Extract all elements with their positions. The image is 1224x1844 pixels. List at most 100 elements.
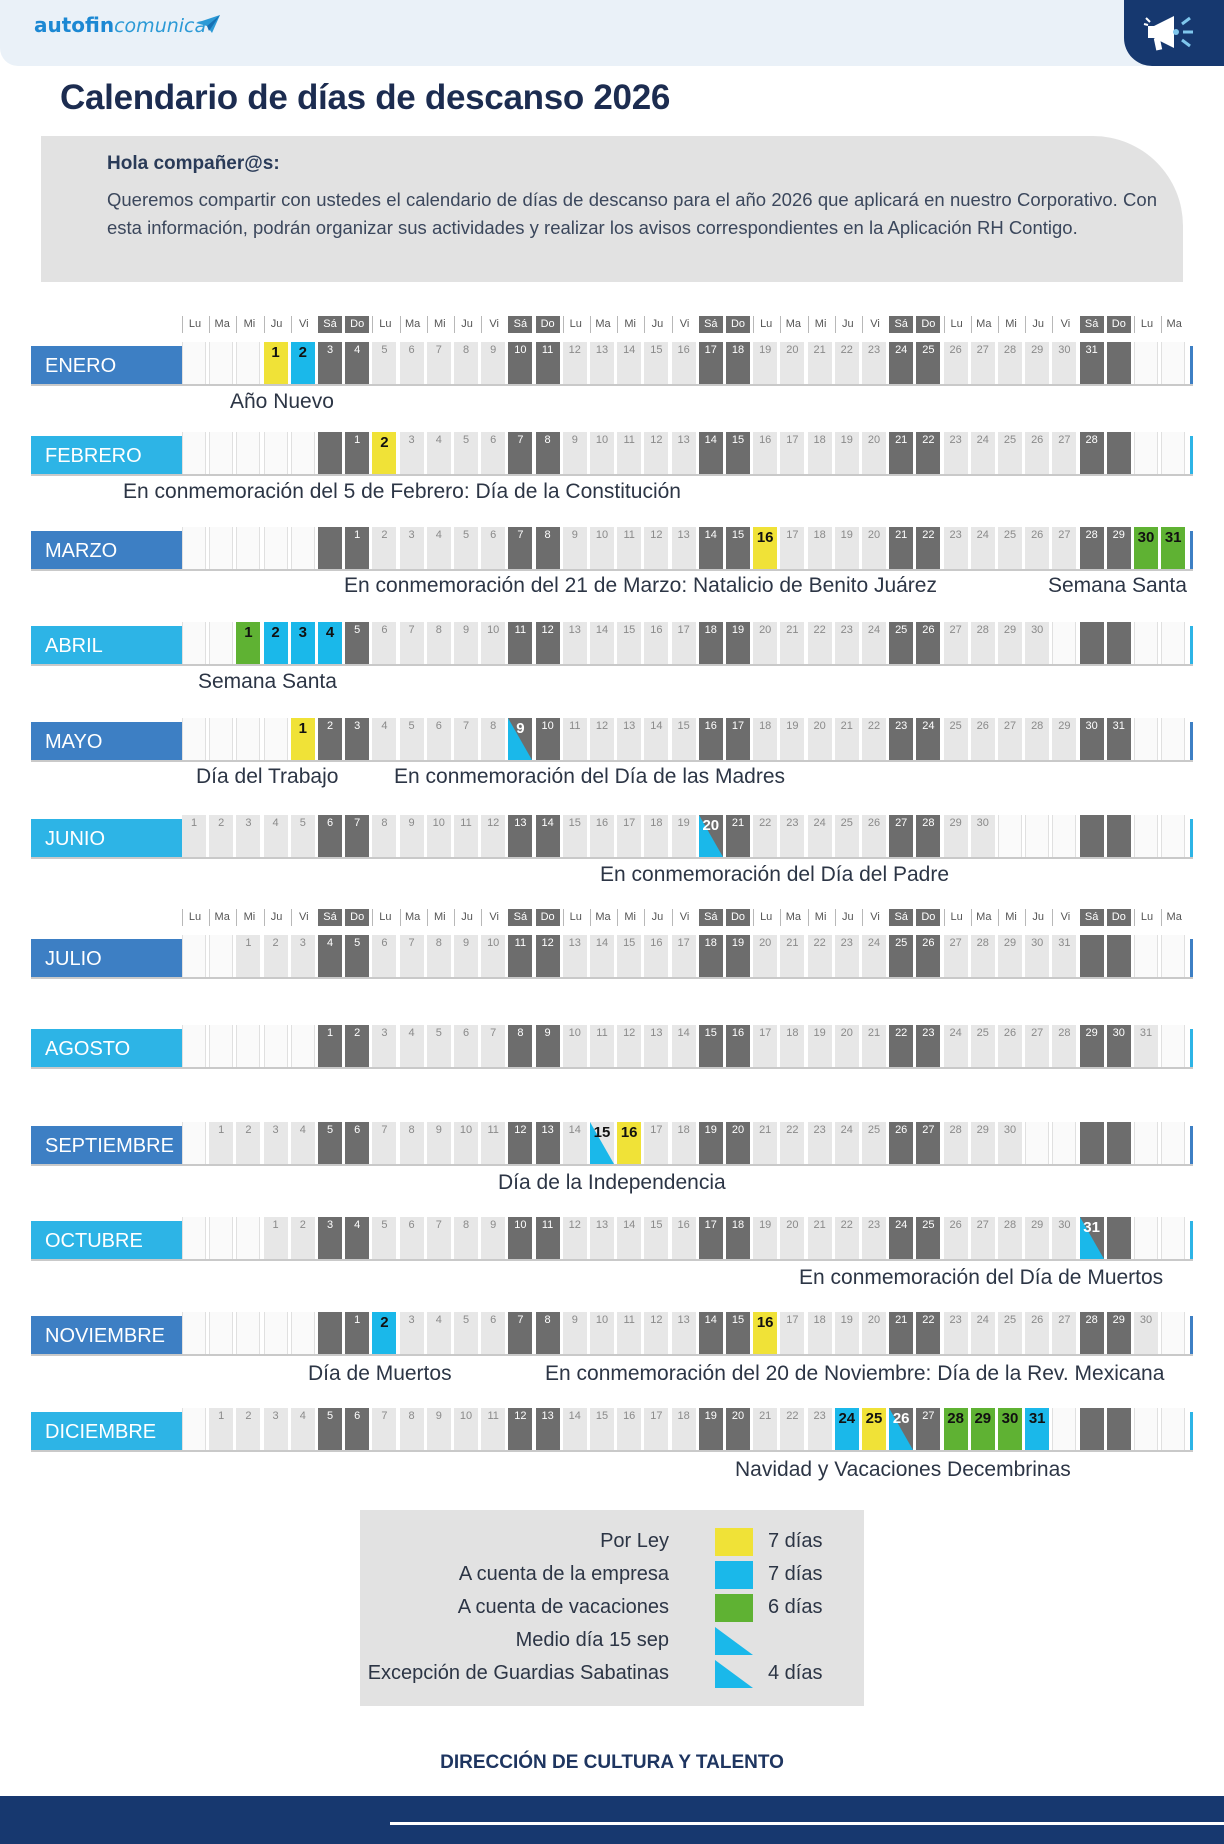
day-cell: 24 xyxy=(916,718,941,760)
corner-badge xyxy=(1124,0,1224,66)
day-cell: 10 xyxy=(590,432,614,474)
day-number: 25 xyxy=(949,720,962,732)
day-cell: 23 xyxy=(780,815,805,857)
day-cell: 29 xyxy=(1106,527,1131,569)
day-number: 22 xyxy=(895,1027,908,1039)
day-number: 3 xyxy=(408,529,415,541)
empty-day-cell xyxy=(1052,1122,1077,1164)
day-number: 13 xyxy=(568,937,581,949)
rest-day-cell: 1 xyxy=(236,622,261,664)
month-label: OCTUBRE xyxy=(31,1221,193,1259)
empty-day-cell xyxy=(1134,815,1158,857)
day-cell: 5 xyxy=(345,622,370,664)
month-end-tick xyxy=(1190,1126,1193,1164)
day-cell: 22 xyxy=(807,935,832,977)
day-cell: 7 xyxy=(399,622,424,664)
day-cell: 2 xyxy=(372,527,397,569)
day-cell: 18 xyxy=(726,1217,750,1259)
day-number: 9 xyxy=(435,1410,442,1422)
day-cell: 26 xyxy=(970,718,995,760)
month-label: NOVIEMBRE xyxy=(31,1316,193,1354)
day-cell: 27 xyxy=(1052,432,1077,474)
day-number: 2 xyxy=(380,434,389,451)
day-cell: 1 xyxy=(182,815,206,857)
month-row-julio: JULIO 1 2 3 4 5 6 7 8 9 10 11 12 13 14 15 16 17 18 19 20 21 22… xyxy=(31,935,1193,979)
day-cell: 24 xyxy=(807,815,832,857)
day-number: 5 xyxy=(435,1027,442,1039)
weekday-label: Lu xyxy=(943,316,969,333)
day-number: 28 xyxy=(1085,529,1098,541)
weekday-label: Sá xyxy=(889,909,914,926)
day-number: 11 xyxy=(569,720,581,732)
day-number: 17 xyxy=(704,1219,717,1231)
empty-day-cell xyxy=(998,815,1022,857)
day-number: 2 xyxy=(245,1410,252,1422)
day-number: 7 xyxy=(517,1314,524,1326)
day-number: 7 xyxy=(435,1219,442,1231)
weekday-label: Ma xyxy=(399,316,425,333)
day-cell: 25 xyxy=(916,1217,941,1259)
empty-day-cell xyxy=(1025,1122,1050,1164)
day-number: 5 xyxy=(408,720,415,732)
day-number: 1 xyxy=(326,1027,334,1039)
rest-day-cell: 1 xyxy=(290,718,315,760)
empty-day-cell xyxy=(1106,815,1131,857)
day-cell: 27 xyxy=(916,1122,941,1164)
day-number: 7 xyxy=(408,937,415,949)
day-cell: 14 xyxy=(617,342,642,384)
rest-day-cell: 26 xyxy=(889,1408,914,1450)
day-cell: 30 xyxy=(1134,1312,1158,1354)
day-number: 23 xyxy=(840,624,853,636)
day-number: 4 xyxy=(326,937,334,949)
top-header-bar: autofincomunica xyxy=(0,0,1224,66)
day-cell: 10 xyxy=(562,1025,587,1067)
day-cell: 24 xyxy=(943,1025,968,1067)
weekday-label: Vi xyxy=(290,316,316,333)
day-number: 11 xyxy=(487,1124,499,1136)
day-cell: 5 xyxy=(318,1408,342,1450)
holiday-note: En conmemoración del 21 de Marzo: Natali… xyxy=(344,574,937,597)
weekday-label: Do xyxy=(535,316,560,333)
day-number: 31 xyxy=(1164,529,1182,546)
weekday-label: Vi xyxy=(862,316,887,333)
day-cell: 6 xyxy=(454,1025,478,1067)
day-cell: 18 xyxy=(807,432,832,474)
weekday-label: Ma xyxy=(780,316,805,333)
day-number: 8 xyxy=(408,1124,415,1136)
day-number: 26 xyxy=(922,937,935,949)
day-number: 27 xyxy=(1031,1027,1044,1039)
day-number: 22 xyxy=(786,1124,799,1136)
day-cell: 24 xyxy=(889,342,914,384)
day-cell: 3 xyxy=(290,935,315,977)
day-number: 6 xyxy=(354,1410,361,1422)
day-number: 14 xyxy=(568,1124,581,1136)
day-number: 21 xyxy=(840,720,853,732)
weekday-label: Mi xyxy=(807,909,833,926)
day-cell: 8 xyxy=(535,432,560,474)
weekday-label: Ju xyxy=(1025,909,1050,926)
day-cell: 25 xyxy=(943,718,968,760)
day-cell: 15 xyxy=(644,1217,669,1259)
day-cell: 12 xyxy=(508,1408,533,1450)
day-cell: 12 xyxy=(644,432,669,474)
day-number: 6 xyxy=(408,1219,415,1231)
day-number: 28 xyxy=(1031,720,1044,732)
day-cell: 28 xyxy=(1079,1312,1104,1354)
day-cell: 5 xyxy=(454,527,478,569)
day-cell: 18 xyxy=(671,1122,696,1164)
day-number: 20 xyxy=(867,529,881,541)
day-cell: 26 xyxy=(1025,432,1050,474)
rest-day-cell: 31 xyxy=(1079,1217,1104,1259)
day-number: 26 xyxy=(1031,529,1044,541)
day-cell: 27 xyxy=(916,1408,941,1450)
day-number: 14 xyxy=(623,344,636,356)
day-cell: 19 xyxy=(753,1217,778,1259)
rest-day-cell: 2 xyxy=(372,432,397,474)
weekday-label: Vi xyxy=(290,909,316,926)
day-number: 22 xyxy=(922,1314,935,1326)
day-number: 21 xyxy=(867,1027,881,1039)
month-row-mayo: MAYO 1 2 3 4 5 6 7 8 9 10 11 12 13 14 15 16 17 18 19 20 21 22 2… xyxy=(31,718,1193,762)
legend-swatch-blue xyxy=(715,1561,753,1589)
autofin-logo[interactable]: autofincomunica xyxy=(34,13,206,37)
day-cell: 9 xyxy=(481,342,506,384)
